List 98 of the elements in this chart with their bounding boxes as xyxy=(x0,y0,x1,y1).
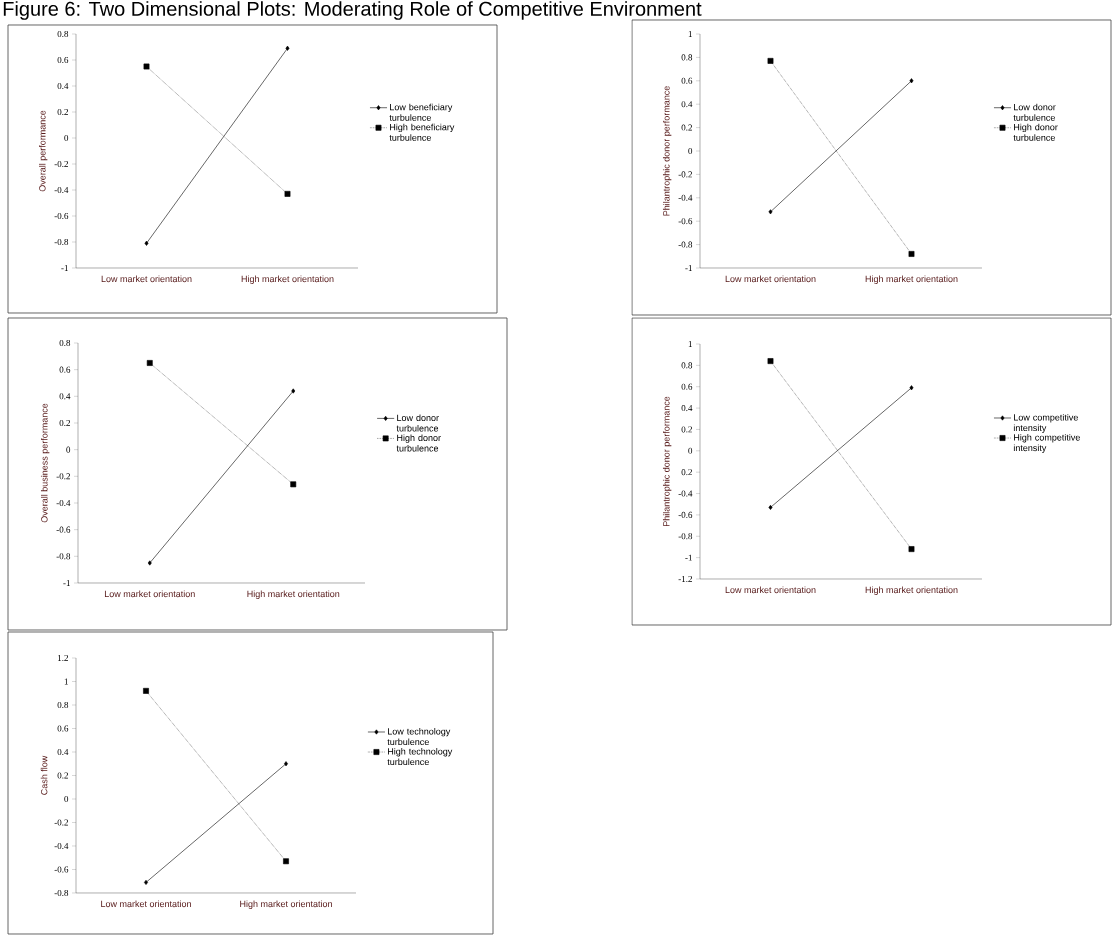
legend-label: Low competitive intensity xyxy=(1013,413,1078,433)
y-tick-label: -0.8 xyxy=(54,889,69,897)
y-axis-title: Overall business performance xyxy=(40,403,50,523)
point xyxy=(767,58,774,64)
y-tick-label: 0.6 xyxy=(57,56,69,64)
y-tick-label: 0 xyxy=(64,795,69,803)
point xyxy=(283,858,289,865)
x-tick-label: Low market orientation xyxy=(725,586,816,594)
y-tick-label: -0.8 xyxy=(678,533,693,540)
point xyxy=(908,546,915,552)
y-tick-label: -0.6 xyxy=(678,511,693,518)
legend-label: High competitive intensity xyxy=(1013,434,1080,453)
legend-label: Low donor turbulence xyxy=(396,414,439,432)
point xyxy=(291,388,296,394)
y-tick-label: 0.8 xyxy=(681,54,693,61)
x-tick-label: High market orientation xyxy=(865,275,958,284)
y-tick-label: -1.2 xyxy=(678,575,692,583)
y-tick-label: -0.4 xyxy=(56,499,71,507)
y-tick-label: -0.4 xyxy=(678,194,693,201)
point xyxy=(143,63,150,70)
point xyxy=(909,385,914,391)
y-tick-label: -0.4 xyxy=(54,186,69,194)
legend-label: Low technology turbulence xyxy=(387,727,451,746)
y-tick-label: -0.6 xyxy=(678,218,693,225)
point xyxy=(144,240,149,246)
y-tick-label: 0.4 xyxy=(57,82,69,90)
y-tick-label: -0.8 xyxy=(678,241,693,248)
point xyxy=(284,190,291,197)
point xyxy=(147,560,152,566)
y-tick-label: 1 xyxy=(64,678,68,685)
y-axis-title: Philantrophic donor performance xyxy=(662,396,672,527)
legend-label: High donor turbulence xyxy=(1013,123,1058,141)
y-tick-label: 0.4 xyxy=(681,101,693,108)
y-tick-label: -1 xyxy=(63,580,70,586)
y-tick-label: -0.2 xyxy=(56,473,70,480)
y-tick-label: -0.2 xyxy=(54,819,68,826)
y-axis-title: Cash flow xyxy=(40,755,48,795)
y-tick-label: 0.4 xyxy=(57,748,69,756)
x-tick-label: Low market orientation xyxy=(725,275,816,283)
point xyxy=(768,209,773,215)
y-tick-label: 0.2 xyxy=(57,772,68,779)
y-tick-label: 1.2 xyxy=(58,654,68,662)
y-tick-label: 0.6 xyxy=(57,725,69,732)
y-tick-label: 0.2 xyxy=(681,469,692,476)
y-tick-label: -0.6 xyxy=(54,212,69,220)
chart-title: Figure 6: Two Dimensional Plots: Moderating Role of Competitive Environment xyxy=(3,1,702,20)
y-tick-label: -0.8 xyxy=(56,553,71,560)
y-tick-label: -1 xyxy=(685,265,692,271)
y-tick-label: 0.8 xyxy=(57,30,69,38)
y-tick-label: -1 xyxy=(61,265,68,271)
x-tick-label: Low market orientation xyxy=(104,590,195,598)
point xyxy=(908,251,915,257)
y-tick-label: -0.4 xyxy=(54,842,69,850)
y-tick-label: 0.2 xyxy=(681,124,692,131)
point xyxy=(767,358,774,364)
y-tick-label: -0.6 xyxy=(56,526,71,533)
x-tick-label: Low market orientation xyxy=(101,275,192,283)
legend-label: High beneficiary turbulence xyxy=(389,123,455,141)
y-tick-label: 0.4 xyxy=(681,405,693,412)
x-tick-label: Low market orientation xyxy=(101,900,191,908)
point xyxy=(768,504,773,510)
y-tick-label: -1 xyxy=(685,554,692,561)
y-axis-title: Overall performance xyxy=(38,110,48,192)
y-tick-label: 1 xyxy=(688,341,692,347)
legend-label: High technology turbulence xyxy=(387,748,453,766)
x-tick-label: High market orientation xyxy=(247,590,340,599)
y-tick-label: -0.4 xyxy=(678,490,693,497)
legend-label: Low donor turbulence xyxy=(1013,103,1056,121)
y-tick-label: 1 xyxy=(688,31,692,37)
x-tick-label: High market orientation xyxy=(240,900,332,909)
y-tick-label: 0 xyxy=(66,446,71,453)
point xyxy=(146,360,153,366)
y-tick-label: 0.8 xyxy=(59,339,71,347)
x-tick-label: High market orientation xyxy=(865,586,958,595)
legend-label: High donor turbulence xyxy=(396,434,441,452)
point xyxy=(285,45,290,51)
y-tick-label: -0.8 xyxy=(54,238,69,246)
y-tick-label: 0.6 xyxy=(681,77,693,84)
y-tick-label: 0.4 xyxy=(59,393,71,400)
legend-label: Low beneficiary turbulence xyxy=(389,103,453,121)
y-tick-label: 0.6 xyxy=(59,366,71,373)
y-tick-label: 0.8 xyxy=(681,362,693,369)
y-tick-label: -0.2 xyxy=(54,160,68,168)
y-tick-label: 0 xyxy=(64,134,69,142)
y-tick-label: 0 xyxy=(688,447,693,454)
point xyxy=(909,78,914,84)
y-tick-label: 0.8 xyxy=(57,701,69,709)
y-tick-label: 0.2 xyxy=(681,426,692,433)
y-tick-label: 0.2 xyxy=(57,108,68,116)
y-tick-label: 0.2 xyxy=(59,419,70,427)
point xyxy=(143,687,149,694)
y-tick-label: -0.6 xyxy=(54,866,69,873)
y-tick-label: 0.6 xyxy=(681,383,693,390)
y-axis-title: Philantrophic donor performance xyxy=(662,86,672,216)
y-tick-label: -0.2 xyxy=(678,171,692,178)
y-tick-label: 0 xyxy=(688,147,693,155)
x-tick-label: High market orientation xyxy=(241,275,334,284)
point xyxy=(290,481,297,488)
